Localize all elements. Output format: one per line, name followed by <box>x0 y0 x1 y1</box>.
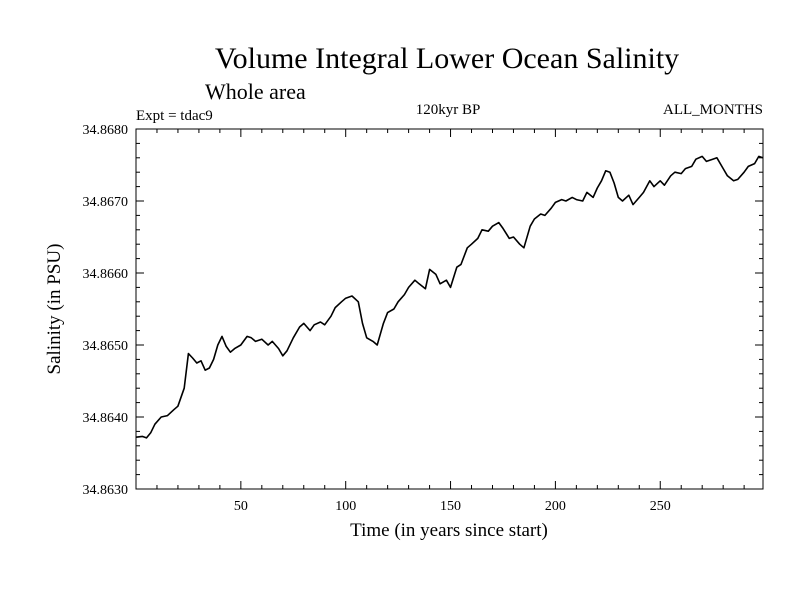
annotation-months: ALL_MONTHS <box>663 102 763 118</box>
annotation-period: 120kyr BP <box>416 102 481 118</box>
x-tick-label: 250 <box>650 499 671 514</box>
chart-title: Volume Integral Lower Ocean Salinity <box>215 42 679 75</box>
x-tick-label: 150 <box>440 499 461 514</box>
x-tick-label: 200 <box>545 499 566 514</box>
y-tick-label: 34.8630 <box>83 483 129 498</box>
series-line-salinity <box>135 155 764 439</box>
y-tick-label: 34.8670 <box>83 195 129 210</box>
plot-frame <box>135 128 764 490</box>
x-tick-label: 100 <box>335 499 356 514</box>
annotation-experiment: Expt = tdac9 <box>136 108 213 124</box>
y-axis-label: Salinity (in PSU) <box>44 244 65 375</box>
x-tick-label: 50 <box>234 499 248 514</box>
axis-ticks <box>136 129 763 489</box>
x-tick-labels: 50 100 150 200 250 <box>234 499 671 514</box>
y-tick-label: 34.8650 <box>83 339 129 354</box>
x-axis-label: Time (in years since start) <box>350 520 548 541</box>
y-tick-label: 34.8640 <box>83 411 129 426</box>
y-tick-labels: 34.8630 34.8640 34.8650 34.8660 34.8670 34.86… <box>83 123 129 498</box>
chart-subtitle: Whole area <box>205 79 306 104</box>
y-tick-label: 34.8660 <box>83 267 129 282</box>
y-tick-label: 34.8680 <box>83 123 129 138</box>
